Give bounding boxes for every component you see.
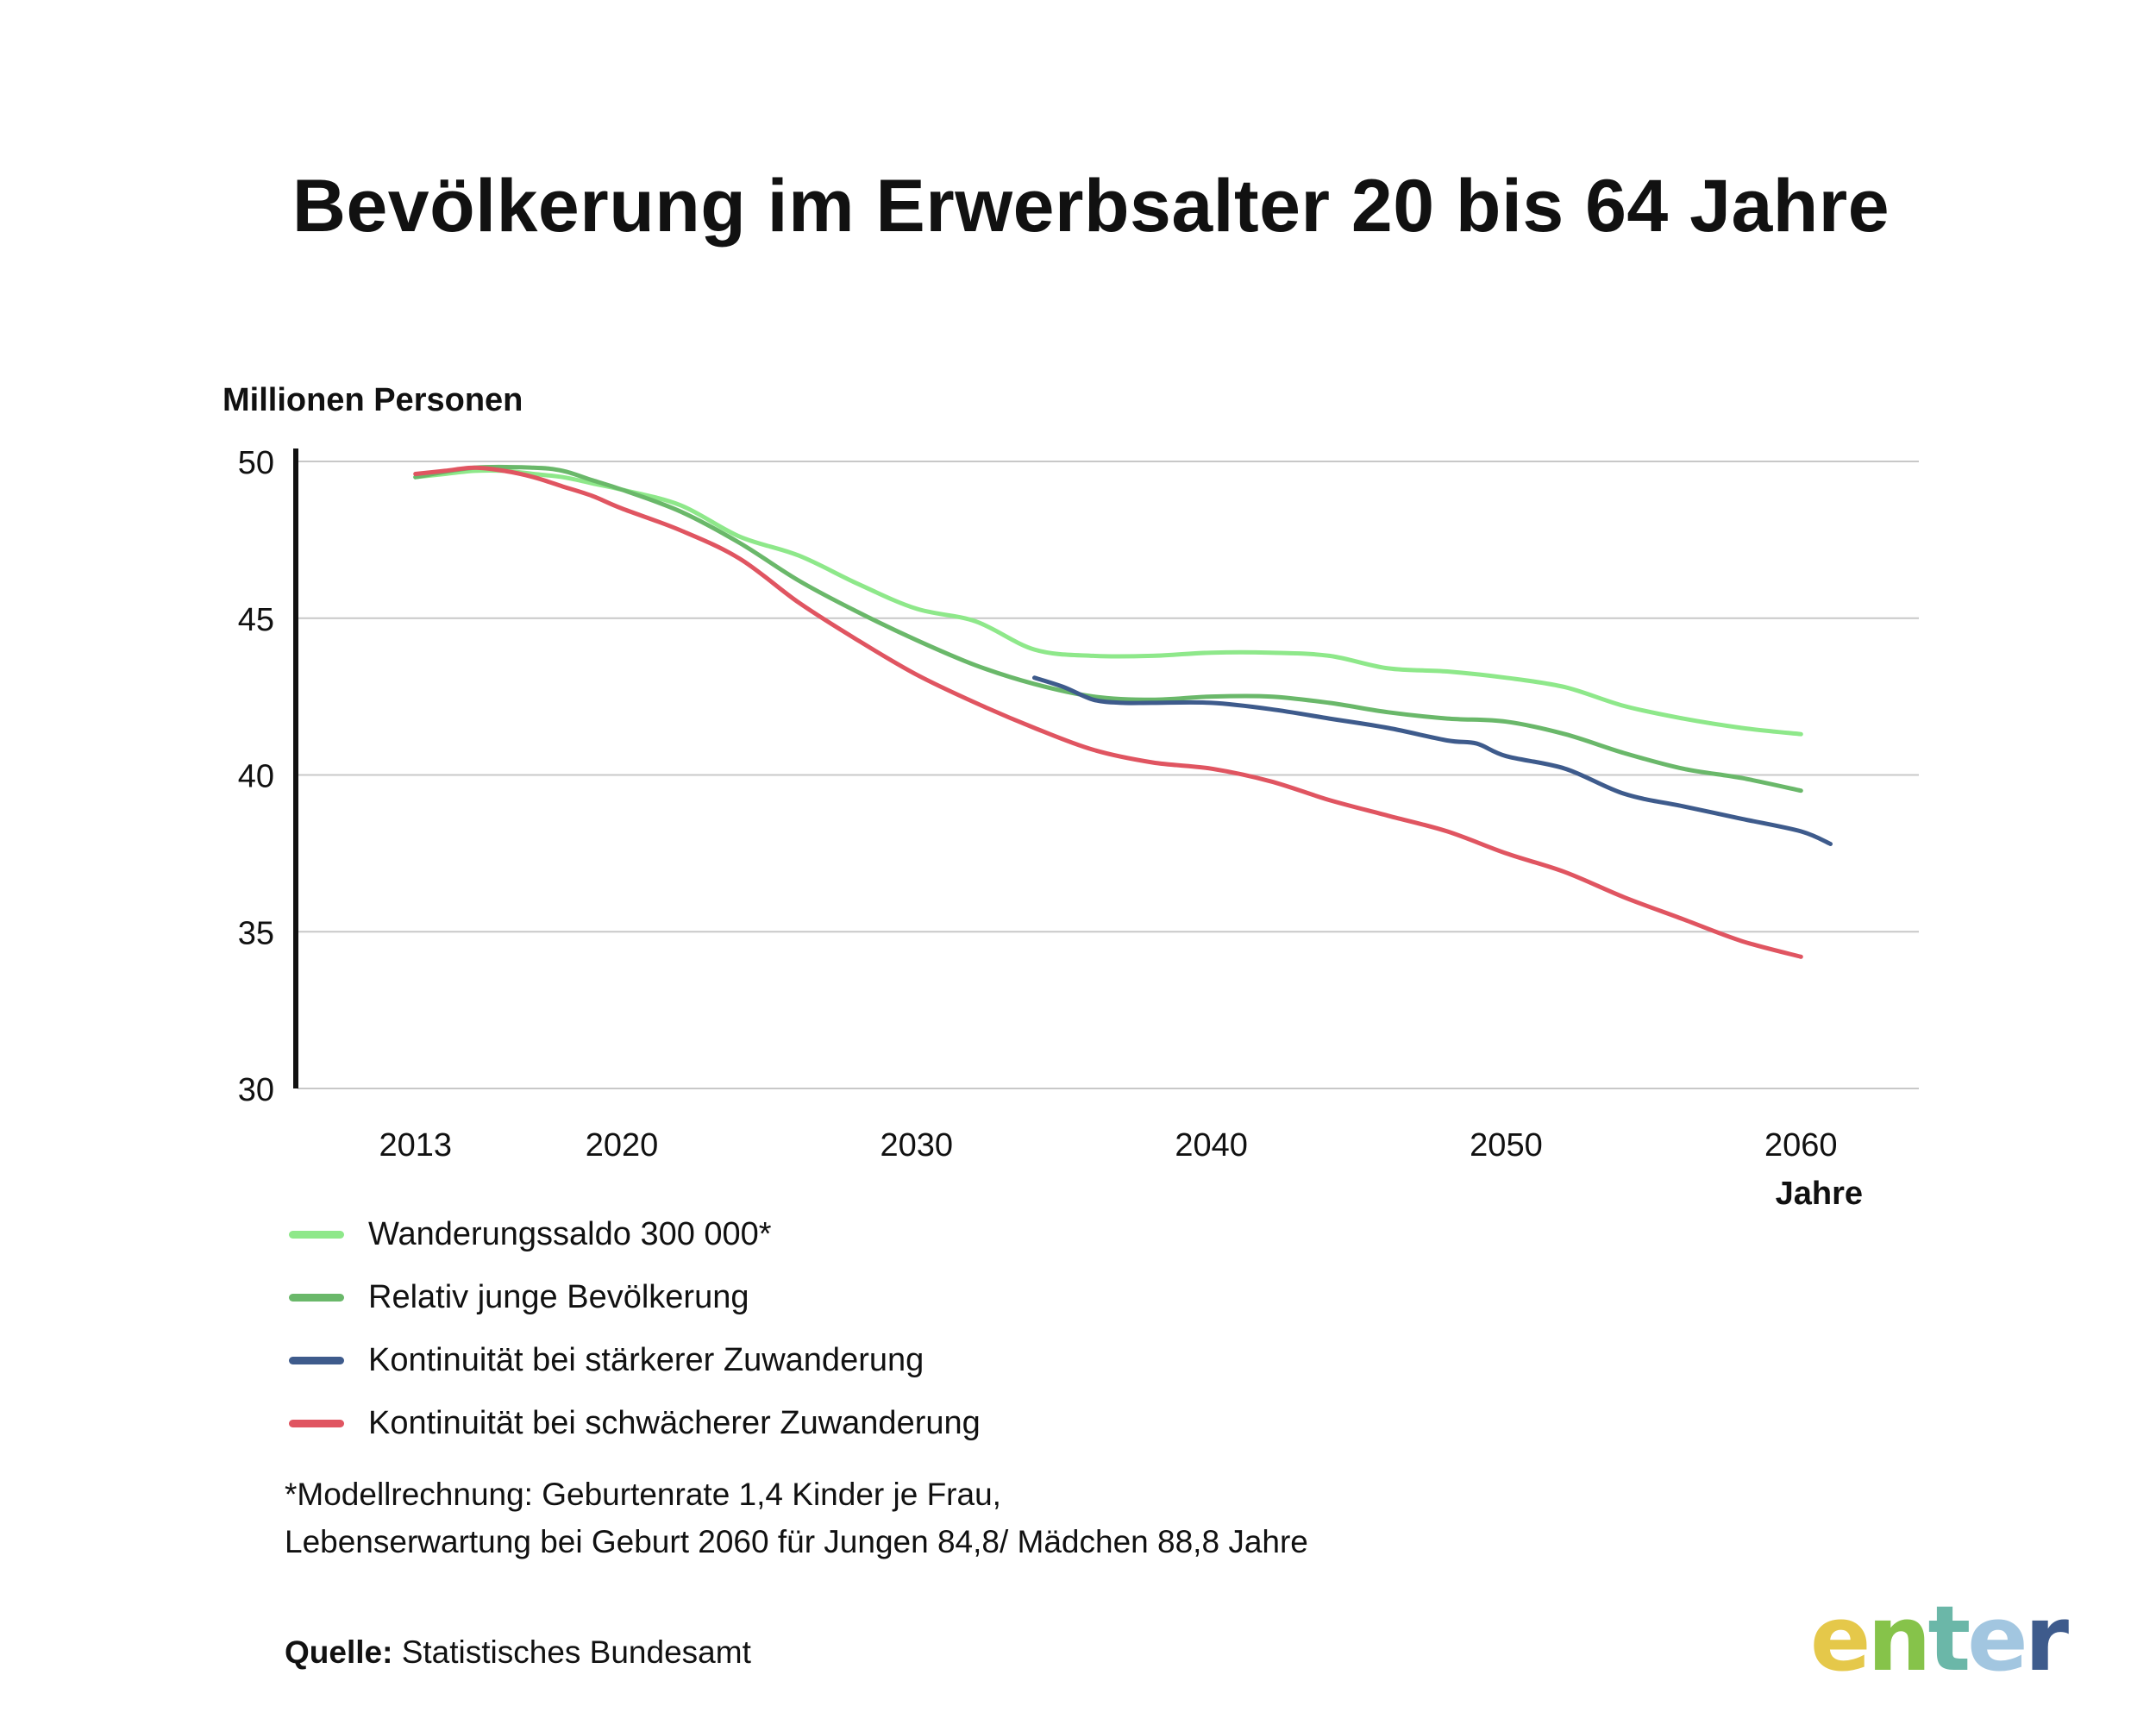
- legend-label: Wanderungssaldo 300 000*: [368, 1216, 772, 1252]
- logo-letter: e: [1809, 1586, 1871, 1691]
- legend-item[interactable]: Kontinuität bei stärkerer Zuwanderung: [289, 1329, 981, 1392]
- gridlines: [298, 461, 1919, 1089]
- series-line-4[interactable]: [413, 465, 1803, 959]
- x-axis-label: Jahre: [1776, 1176, 1863, 1212]
- legend-label: Kontinuität bei schwächerer Zuwanderung: [368, 1405, 981, 1441]
- y-tick-label: 50: [238, 445, 274, 481]
- legend-item[interactable]: Relativ junge Bevölkerung: [289, 1266, 981, 1329]
- logo-letter: t: [1927, 1586, 1971, 1691]
- x-tick-label: 2050: [1470, 1127, 1543, 1164]
- logo-letter: e: [1967, 1586, 2028, 1691]
- x-tick-label: 2040: [1175, 1127, 1248, 1164]
- chart-title: Bevölkerung im Erwerbsalter 20 bis 64 Ja…: [291, 165, 1890, 248]
- legend-label: Kontinuität bei stärkerer Zuwanderung: [368, 1342, 924, 1378]
- logo-letter: r: [2024, 1586, 2069, 1691]
- legend-label: Relativ junge Bevölkerung: [368, 1279, 749, 1315]
- legend: Wanderungssaldo 300 000* Relativ junge B…: [289, 1203, 981, 1455]
- x-axis: 2013 2020 2030 2040 2050 2060: [379, 1127, 1837, 1164]
- x-tick-label: 2013: [379, 1127, 452, 1164]
- enter-logo[interactable]: enter: [1810, 1591, 2069, 1686]
- source-label: Quelle:: [285, 1634, 393, 1670]
- y-axis-label: Millionen Personen: [222, 382, 523, 418]
- x-tick-label: 2060: [1764, 1127, 1838, 1164]
- x-tick-label: 2020: [586, 1127, 659, 1164]
- y-tick-label: 35: [238, 915, 274, 951]
- x-tick-label: 2030: [881, 1127, 954, 1164]
- source-note: Quelle: Statistisches Bundesamt: [285, 1634, 751, 1671]
- footnote: *Modellrechnung: Geburtenrate 1,4 Kinder…: [285, 1471, 1308, 1565]
- legend-swatch: [289, 1357, 344, 1364]
- footnote-line-1: *Modellrechnung: Geburtenrate 1,4 Kinder…: [285, 1477, 1001, 1512]
- y-tick-label: 30: [238, 1072, 274, 1108]
- legend-swatch: [289, 1420, 344, 1427]
- legend-item[interactable]: Wanderungssaldo 300 000*: [289, 1203, 981, 1266]
- y-tick-label: 45: [238, 602, 274, 638]
- legend-item[interactable]: Kontinuität bei schwächerer Zuwanderung: [289, 1392, 981, 1455]
- series-line-1[interactable]: [413, 467, 1803, 737]
- footnote-line-2: Lebenserwartung bei Geburt 2060 für Jung…: [285, 1524, 1308, 1559]
- logo-letter: n: [1867, 1586, 1931, 1691]
- legend-swatch: [289, 1294, 344, 1302]
- y-tick-label: 40: [238, 759, 274, 795]
- series-lines: [413, 464, 1833, 959]
- series-line-2[interactable]: [413, 464, 1803, 794]
- source-text: Statistisches Bundesamt: [401, 1634, 751, 1670]
- legend-swatch: [289, 1231, 344, 1239]
- y-axis: 30 35 40 45 50: [238, 445, 298, 1108]
- series-line-3[interactable]: [1032, 675, 1833, 846]
